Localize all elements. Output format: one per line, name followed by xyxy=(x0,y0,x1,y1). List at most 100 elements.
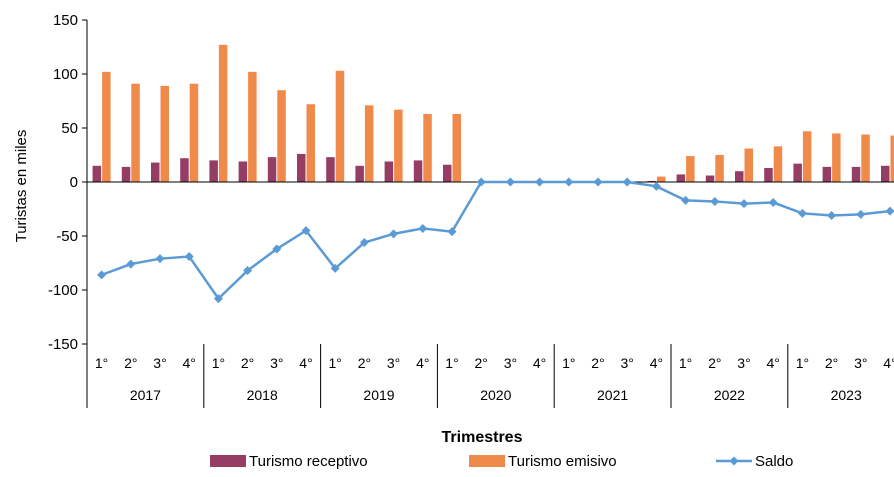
bar-turismo-emisivo xyxy=(161,86,170,182)
bar-turismo-receptivo xyxy=(677,174,686,182)
bar-turismo-emisivo xyxy=(715,155,724,182)
x-tick-quarter: 3° xyxy=(270,355,283,371)
x-axis: 1° 2° 3° 4° 1° 2° 3° 4° 1° 2° 3° 4° 1° 2° 3° 4° 1° 2° 3° 4°… xyxy=(87,344,894,408)
x-tick-quarter: 3° xyxy=(387,355,400,371)
bar-turismo-receptivo xyxy=(414,160,423,182)
bar-turismo-receptivo xyxy=(735,171,744,182)
x-tick-quarter: 1° xyxy=(562,355,575,371)
bar-turismo-emisivo xyxy=(394,110,403,182)
x-tick-quarter: 2° xyxy=(241,355,254,371)
x-tick-quarter: 2° xyxy=(825,355,838,371)
legend-swatch-turismo-receptivo xyxy=(210,455,246,467)
bar-turismo-emisivo xyxy=(102,72,111,182)
bar-turismo-receptivo xyxy=(151,163,160,182)
x-tick-quarter: 2° xyxy=(124,355,137,371)
y-tick-label: -100 xyxy=(48,282,78,299)
bar-turismo-emisivo xyxy=(774,146,783,182)
bar-turismo-receptivo xyxy=(122,167,131,182)
bar-turismo-emisivo xyxy=(745,149,754,182)
legend-label-turismo-emisivo: Turismo emisivo xyxy=(508,453,617,470)
bar-turismo-emisivo xyxy=(277,90,286,182)
bar-turismo-receptivo xyxy=(443,165,452,182)
x-tick-quarter: 2° xyxy=(708,355,721,371)
x-tick-quarter: 1° xyxy=(212,355,225,371)
saldo-point xyxy=(681,196,690,205)
bar-turismo-receptivo xyxy=(239,161,248,182)
x-tick-quarter: 1° xyxy=(679,355,692,371)
x-tick-quarter: 3° xyxy=(153,355,166,371)
legend-label-turismo-receptivo: Turismo receptivo xyxy=(249,453,368,470)
bar-turismo-receptivo xyxy=(823,167,832,182)
bar-turismo-emisivo xyxy=(423,114,432,182)
x-tick-year: 2019 xyxy=(363,387,394,403)
legend-label-saldo: Saldo xyxy=(755,453,793,470)
saldo-point xyxy=(827,211,836,220)
x-tick-quarter: 2° xyxy=(358,355,371,371)
bar-turismo-receptivo xyxy=(297,154,306,182)
legend-swatch-saldo-marker xyxy=(730,457,739,466)
bar-turismo-emisivo xyxy=(219,45,228,182)
bar-turismo-receptivo xyxy=(268,157,277,182)
saldo-point xyxy=(769,198,778,207)
x-axis-label: Trimestres xyxy=(442,429,523,446)
y-axis-label: Turistas en miles xyxy=(13,130,30,243)
saldo-point xyxy=(710,197,719,206)
x-tick-quarter: 4° xyxy=(299,355,312,371)
bar-turismo-receptivo xyxy=(180,158,189,182)
bar-turismo-emisivo xyxy=(248,72,257,182)
bar-turismo-emisivo xyxy=(861,134,870,182)
bar-turismo-emisivo xyxy=(131,84,140,182)
bar-turismo-receptivo xyxy=(93,166,102,182)
x-tick-quarter: 2° xyxy=(591,355,604,371)
bar-turismo-emisivo xyxy=(891,136,894,182)
bar-turismo-receptivo xyxy=(209,160,218,182)
bar-turismo-emisivo xyxy=(336,71,345,182)
x-tick-quarter: 4° xyxy=(883,355,894,371)
x-tick-year: 2023 xyxy=(831,387,862,403)
x-tick-quarter: 4° xyxy=(533,355,546,371)
saldo-point xyxy=(623,178,632,187)
saldo-point xyxy=(418,224,427,233)
saldo-point xyxy=(535,178,544,187)
x-tick-year: 2018 xyxy=(247,387,278,403)
saldo-point xyxy=(97,270,106,279)
bars xyxy=(93,45,894,182)
x-tick-quarter: 3° xyxy=(854,355,867,371)
x-tick-quarter: 3° xyxy=(621,355,634,371)
bar-turismo-emisivo xyxy=(686,156,695,182)
saldo-point xyxy=(126,260,135,269)
saldo-point xyxy=(886,207,894,216)
saldo-line xyxy=(97,178,894,304)
x-tick-year: 2020 xyxy=(480,387,511,403)
bar-turismo-emisivo xyxy=(832,133,841,182)
saldo-point xyxy=(798,209,807,218)
x-tick-quarter: 1° xyxy=(796,355,809,371)
bar-turismo-receptivo xyxy=(326,157,335,182)
legend-swatch-turismo-emisivo xyxy=(469,455,505,467)
bar-turismo-receptivo xyxy=(385,161,394,182)
x-tick-quarter: 4° xyxy=(650,355,663,371)
saldo-point xyxy=(506,178,515,187)
x-tick-year: 2021 xyxy=(597,387,628,403)
saldo-point xyxy=(740,199,749,208)
x-tick-quarter: 3° xyxy=(504,355,517,371)
y-tick-label: 0 xyxy=(70,174,78,191)
bar-turismo-receptivo xyxy=(793,164,802,182)
bar-turismo-emisivo xyxy=(190,84,199,182)
x-tick-quarter: 3° xyxy=(737,355,750,371)
x-tick-quarter: 1° xyxy=(445,355,458,371)
saldo-point xyxy=(156,254,165,263)
bar-turismo-receptivo xyxy=(355,166,364,182)
saldo-point xyxy=(564,178,573,187)
saldo-point xyxy=(652,182,661,191)
y-tick-label: 50 xyxy=(61,120,78,137)
bar-turismo-emisivo xyxy=(657,177,666,182)
y-tick-label: -150 xyxy=(48,336,78,353)
bar-turismo-receptivo xyxy=(764,168,773,182)
x-tick-quarter: 4° xyxy=(416,355,429,371)
x-tick-year: 2022 xyxy=(714,387,745,403)
saldo-point xyxy=(389,229,398,238)
legend: Turismo receptivo Turismo emisivo Saldo xyxy=(210,453,793,470)
x-tick-quarter: 4° xyxy=(183,355,196,371)
